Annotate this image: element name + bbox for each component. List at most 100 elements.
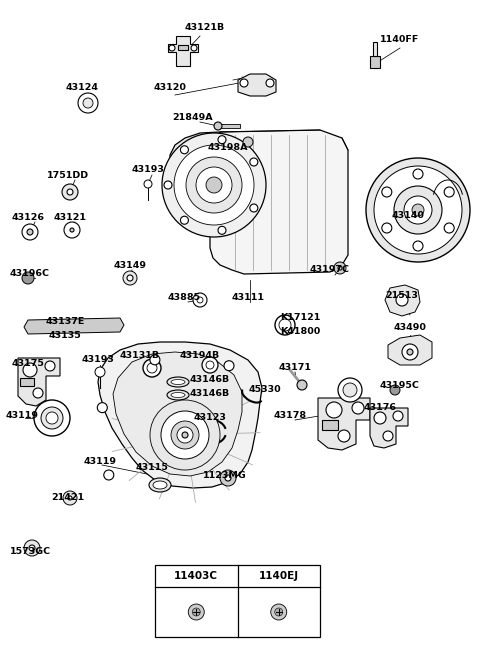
Circle shape xyxy=(150,355,160,365)
Circle shape xyxy=(250,158,258,166)
Circle shape xyxy=(191,45,197,51)
Circle shape xyxy=(164,181,172,189)
Circle shape xyxy=(188,604,204,620)
Circle shape xyxy=(326,402,342,418)
Text: 43123: 43123 xyxy=(193,413,227,422)
Polygon shape xyxy=(178,45,188,50)
Text: 43149: 43149 xyxy=(113,261,146,269)
Text: 43195C: 43195C xyxy=(380,381,420,390)
Circle shape xyxy=(402,344,418,360)
Text: 43146B: 43146B xyxy=(190,375,230,384)
Polygon shape xyxy=(318,398,370,450)
Text: 43196C: 43196C xyxy=(10,269,50,278)
Circle shape xyxy=(104,470,114,480)
Circle shape xyxy=(97,403,108,413)
Text: 43111: 43111 xyxy=(231,293,264,303)
Polygon shape xyxy=(373,42,377,56)
Circle shape xyxy=(169,45,175,51)
Polygon shape xyxy=(370,56,380,68)
Text: 43175: 43175 xyxy=(12,358,45,367)
Circle shape xyxy=(214,122,222,130)
Circle shape xyxy=(161,411,209,459)
Text: 43178: 43178 xyxy=(274,411,307,419)
Text: 1140EJ: 1140EJ xyxy=(259,571,299,581)
Text: 43193: 43193 xyxy=(132,166,165,174)
Circle shape xyxy=(383,431,393,441)
Circle shape xyxy=(224,361,234,371)
Polygon shape xyxy=(218,124,240,128)
Text: 43115: 43115 xyxy=(135,464,168,472)
Circle shape xyxy=(266,79,274,87)
Circle shape xyxy=(366,158,470,262)
Circle shape xyxy=(27,229,33,235)
Ellipse shape xyxy=(167,377,189,387)
Circle shape xyxy=(143,359,161,377)
Circle shape xyxy=(34,400,70,436)
Circle shape xyxy=(407,349,413,355)
Ellipse shape xyxy=(167,390,189,400)
Circle shape xyxy=(197,297,203,303)
Circle shape xyxy=(174,145,254,225)
Text: 43119: 43119 xyxy=(84,457,117,466)
Polygon shape xyxy=(98,342,262,488)
Circle shape xyxy=(390,385,400,395)
Circle shape xyxy=(404,196,432,224)
Text: 43198A: 43198A xyxy=(208,143,248,153)
Circle shape xyxy=(63,491,77,505)
Circle shape xyxy=(45,361,55,371)
Ellipse shape xyxy=(171,392,185,398)
Circle shape xyxy=(144,180,152,188)
Circle shape xyxy=(206,177,222,193)
Circle shape xyxy=(22,224,38,240)
Circle shape xyxy=(127,275,133,281)
Text: 1573GC: 1573GC xyxy=(10,548,50,557)
Circle shape xyxy=(23,363,37,377)
Circle shape xyxy=(46,412,58,424)
Circle shape xyxy=(412,204,424,216)
Circle shape xyxy=(374,166,462,254)
Circle shape xyxy=(250,204,258,212)
Polygon shape xyxy=(238,74,276,96)
Polygon shape xyxy=(370,408,408,448)
Circle shape xyxy=(338,378,362,402)
Circle shape xyxy=(396,294,408,306)
Circle shape xyxy=(275,315,295,335)
Text: 43194B: 43194B xyxy=(180,350,220,360)
Circle shape xyxy=(240,79,248,87)
Text: 1140FF: 1140FF xyxy=(380,35,420,45)
Circle shape xyxy=(22,272,34,284)
Polygon shape xyxy=(24,318,124,334)
Circle shape xyxy=(338,430,350,442)
Circle shape xyxy=(177,427,193,443)
Circle shape xyxy=(147,363,157,373)
Text: 43121B: 43121B xyxy=(185,24,225,33)
Circle shape xyxy=(33,388,43,398)
Circle shape xyxy=(338,266,342,270)
Text: 43885: 43885 xyxy=(168,293,201,303)
Circle shape xyxy=(394,186,442,234)
Circle shape xyxy=(70,228,74,232)
Text: 43135: 43135 xyxy=(48,331,82,339)
Polygon shape xyxy=(322,420,338,430)
Circle shape xyxy=(279,319,291,331)
Circle shape xyxy=(162,133,266,237)
Circle shape xyxy=(68,496,72,500)
Polygon shape xyxy=(168,36,198,66)
Text: 21513: 21513 xyxy=(385,291,419,299)
Circle shape xyxy=(171,421,199,449)
Circle shape xyxy=(352,402,364,414)
Text: 43131B: 43131B xyxy=(120,350,160,360)
Circle shape xyxy=(275,608,283,616)
Text: 43124: 43124 xyxy=(65,83,98,92)
Polygon shape xyxy=(388,335,432,365)
Circle shape xyxy=(393,411,403,421)
Bar xyxy=(155,565,320,637)
Circle shape xyxy=(220,470,236,486)
Circle shape xyxy=(374,412,386,424)
Circle shape xyxy=(41,407,63,429)
Circle shape xyxy=(24,540,40,556)
Circle shape xyxy=(271,604,287,620)
Circle shape xyxy=(64,222,80,238)
Circle shape xyxy=(180,146,189,154)
Circle shape xyxy=(382,187,392,197)
